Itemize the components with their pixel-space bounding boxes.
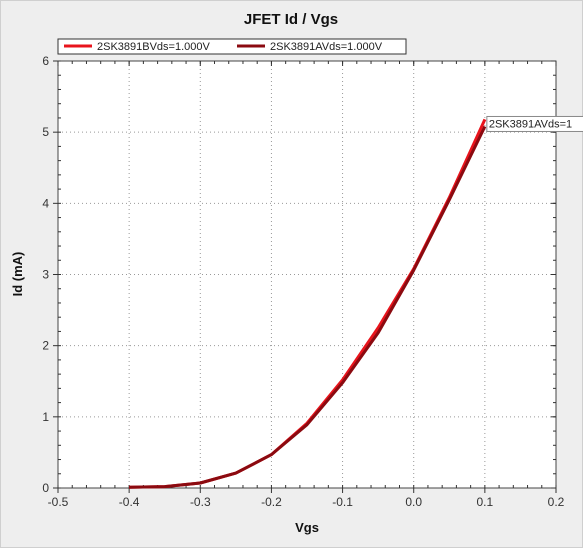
grid-lines — [58, 61, 556, 488]
legend-label-series-1: 2SK3891BVds=1.000V — [97, 41, 211, 53]
series-end-flag-box — [486, 115, 583, 132]
x-tick-label: -0.2 — [261, 495, 282, 509]
chart-title: JFET Id / Vgs — [244, 11, 338, 28]
x-tick-label: -0.5 — [48, 495, 69, 509]
y-tick-label: 6 — [42, 54, 49, 68]
axis-ticks: -0.5 -0.4 -0.3 -0.2 -0.1 0.0 0.1 0.2 0 1 2 3 4 5 6 — [42, 54, 564, 509]
y-tick-label: 2 — [42, 339, 49, 353]
legend-box — [57, 38, 407, 55]
y-tick-label: 3 — [42, 268, 49, 282]
series-end-flag-label: 2SK3891AVds=1 — [489, 118, 572, 130]
x-tick-label: 0.2 — [548, 495, 565, 509]
y-tick-label: 0 — [42, 481, 49, 495]
series-line-2 — [129, 125, 487, 489]
series-lines — [129, 118, 487, 489]
x-tick-label: -0.1 — [332, 495, 353, 509]
x-tick-label: 0.0 — [405, 495, 422, 509]
x-tick-label: 0.1 — [477, 495, 494, 509]
series-end-flag: 2SK3891AVds=1 — [486, 115, 583, 132]
legend: 2SK3891BVds=1.000V 2SK3891AVds=1.000V — [57, 38, 407, 55]
y-tick-label: 4 — [42, 196, 49, 210]
x-tick-label: -0.3 — [190, 495, 211, 509]
y-tick-label: 1 — [42, 410, 49, 424]
legend-label-series-2: 2SK3891AVds=1.000V — [270, 41, 383, 53]
x-axis-label: Vgs — [295, 520, 319, 535]
x-tick-label: -0.4 — [119, 495, 140, 509]
y-axis-label: Id (mA) — [10, 252, 25, 297]
y-tick-label: 5 — [42, 125, 49, 139]
